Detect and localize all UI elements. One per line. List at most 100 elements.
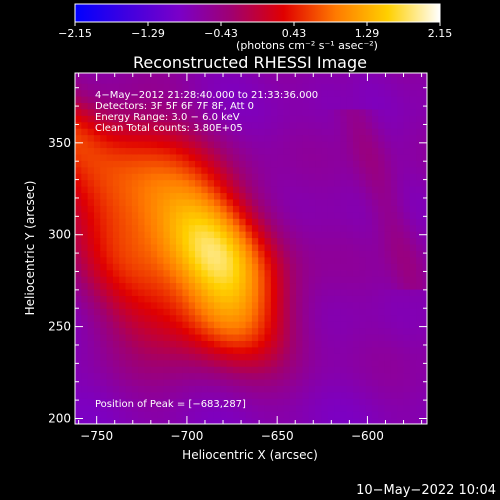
heatmap-cell <box>390 121 398 129</box>
heatmap-cell <box>416 366 424 374</box>
heatmap-cell <box>150 102 158 110</box>
heatmap-cell <box>264 353 272 361</box>
heatmap-cell <box>182 308 190 316</box>
heatmap-cell <box>409 327 417 335</box>
heatmap-cell <box>378 372 386 380</box>
heatmap-cell <box>163 179 171 187</box>
heatmap-cell <box>239 76 247 84</box>
heatmap-cell <box>334 89 341 97</box>
heatmap-cell <box>416 102 424 110</box>
heatmap-cell <box>359 295 367 303</box>
heatmap-cell <box>195 282 202 290</box>
heatmap-cell <box>378 295 386 303</box>
heatmap-cell <box>258 128 266 136</box>
heatmap-cell <box>315 231 322 239</box>
heatmap-cell <box>220 417 228 424</box>
heatmap-cell <box>182 89 190 97</box>
heatmap-cell <box>277 160 285 168</box>
heatmap-cell <box>283 359 291 367</box>
heatmap-cell <box>75 353 82 361</box>
heatmap-cell <box>125 359 133 367</box>
heatmap-cell <box>169 192 177 200</box>
plot-frame <box>74 72 428 425</box>
heatmap-cell <box>359 359 367 367</box>
heatmap-cell <box>409 147 417 155</box>
heatmap-cell <box>169 198 177 206</box>
heatmap-cell <box>144 108 152 116</box>
heatmap-cell <box>93 404 101 412</box>
heatmap-cell <box>397 205 405 213</box>
heatmap-cell <box>125 211 133 219</box>
heatmap-cell <box>201 153 209 161</box>
heatmap-cell <box>119 205 127 213</box>
heatmap-cell <box>340 192 348 200</box>
heatmap-cell <box>359 321 367 329</box>
heatmap-cell <box>384 378 392 387</box>
heatmap-cell <box>87 359 95 367</box>
heatmap-cell <box>207 179 215 187</box>
heatmap-cell <box>201 121 209 129</box>
heatmap-cell <box>340 134 348 142</box>
heatmap-cell <box>251 73 259 78</box>
heatmap-cell <box>397 366 405 374</box>
heatmap-cell <box>321 327 329 335</box>
heatmap-cell <box>138 411 146 419</box>
heatmap-cell <box>289 186 297 194</box>
heatmap-cell <box>213 263 221 271</box>
heatmap-cell <box>334 128 341 136</box>
heatmap-cell <box>308 333 316 341</box>
heatmap-cell <box>352 333 360 341</box>
heatmap-cell <box>81 231 89 239</box>
heatmap-cell <box>270 327 278 335</box>
heatmap-cell <box>270 173 278 181</box>
heatmap-cell <box>144 359 152 367</box>
heatmap-cell <box>315 411 322 419</box>
heatmap-cell <box>144 179 152 187</box>
heatmap-cell <box>296 224 304 232</box>
heatmap-cell <box>93 179 101 187</box>
heatmap-cell <box>315 372 322 380</box>
footer-date: 10−May−2022 10:04 <box>356 483 496 498</box>
heatmap-cell <box>251 372 259 380</box>
heatmap-cell <box>352 404 360 412</box>
heatmap-cell <box>340 147 348 155</box>
heatmap-cell <box>195 102 202 110</box>
heatmap-cell <box>378 359 386 367</box>
heatmap-cell <box>346 134 354 142</box>
heatmap-cell <box>144 256 152 264</box>
heatmap-cell <box>119 366 127 374</box>
heatmap-cell <box>365 198 373 206</box>
heatmap-cell <box>169 153 177 161</box>
heatmap-cell <box>138 327 146 335</box>
heatmap-cell <box>150 128 158 136</box>
heatmap-cell <box>359 417 367 424</box>
heatmap-cell <box>81 308 89 316</box>
heatmap-cell <box>384 411 392 419</box>
heatmap-cell <box>125 140 133 149</box>
heatmap-cell <box>277 95 285 103</box>
heatmap-cell <box>321 102 329 110</box>
heatmap-cell <box>365 295 373 303</box>
heatmap-cell <box>283 263 291 271</box>
heatmap-cell <box>138 366 146 374</box>
heatmap-cell <box>346 295 354 303</box>
heatmap-cell <box>100 108 108 116</box>
heatmap-cell <box>112 179 120 187</box>
heatmap-cell <box>340 237 348 245</box>
heatmap-cell <box>106 353 114 361</box>
heatmap-cell <box>176 95 184 103</box>
heatmap-cell <box>390 308 398 316</box>
heatmap-cell <box>302 237 310 245</box>
heatmap-cell <box>359 102 367 110</box>
heatmap-cell <box>112 224 120 232</box>
heatmap-cell <box>334 224 341 232</box>
heatmap-cell <box>163 108 171 116</box>
heatmap-cell <box>226 263 234 271</box>
heatmap-cell <box>352 288 360 296</box>
heatmap-cell <box>390 237 398 245</box>
heatmap-cell <box>258 186 266 194</box>
heatmap-cell <box>289 250 297 258</box>
heatmap-cell <box>213 269 221 277</box>
heatmap-cell <box>422 243 427 251</box>
heatmap-cell <box>340 231 348 239</box>
